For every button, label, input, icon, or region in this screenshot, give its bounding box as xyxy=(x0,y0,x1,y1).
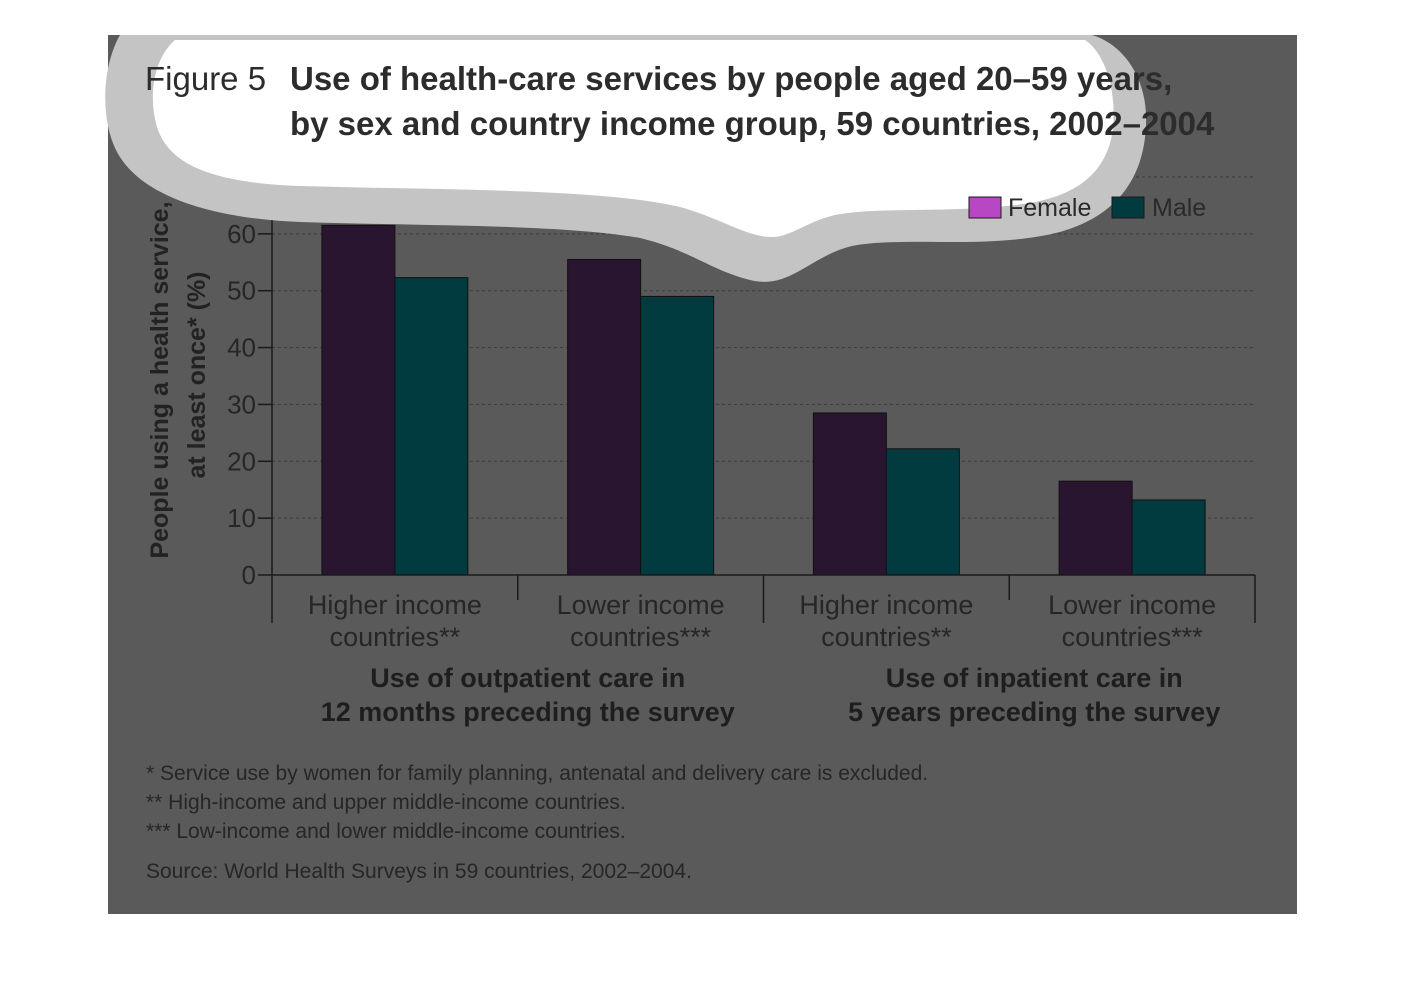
bar-female-1 xyxy=(567,258,642,576)
y-axis-label-line1: People using a health service, xyxy=(146,201,174,558)
y-tick-label-50: 50 xyxy=(227,276,256,306)
y-tick-label-60: 60 xyxy=(227,219,256,249)
category-label-0-line2: countries** xyxy=(330,622,461,652)
overlay-blob-inner xyxy=(152,40,1114,238)
y-axis-label-line2: at least once* (%) xyxy=(183,271,211,478)
y-tick-label-30: 30 xyxy=(227,389,256,419)
y-tick-label-20: 20 xyxy=(227,446,256,476)
bar-female-2 xyxy=(812,412,887,576)
bar-male-2 xyxy=(885,448,960,576)
group-label-0-line2: 12 months preceding the survey xyxy=(321,697,735,727)
y-tick-label-40: 40 xyxy=(227,333,256,363)
category-label-1-line1: Lower income xyxy=(557,590,725,620)
legend-male-swatch xyxy=(1111,196,1145,219)
footnote-2: ** High-income and upper middle-income c… xyxy=(146,791,626,814)
figure-title-line2: by sex and country income group, 59 coun… xyxy=(290,105,1215,142)
category-label-2-line1: Higher income xyxy=(799,590,973,620)
axes xyxy=(258,176,1256,623)
bar-female-3 xyxy=(1058,480,1133,576)
category-label-3-line2: countries*** xyxy=(1062,622,1204,652)
legend-female-swatch xyxy=(968,196,1002,219)
y-tick-label-10: 10 xyxy=(227,503,256,533)
category-label-2-line2: countries** xyxy=(821,622,952,652)
group-labels: Use of outpatient care in 12 months prece… xyxy=(321,663,1221,727)
legend: Female Male xyxy=(968,194,1206,222)
legend-female-label: Female xyxy=(1008,194,1091,222)
legend-male-label: Male xyxy=(1152,194,1206,222)
bar-male-1 xyxy=(640,295,715,576)
group-label-1-line2: 5 years preceding the survey xyxy=(848,697,1220,727)
y-tick-label-0: 0 xyxy=(242,560,256,590)
footnote-3: *** Low-income and lower middle-income c… xyxy=(146,820,626,843)
footnote-1: * Service use by women for family planni… xyxy=(146,762,928,785)
source-note: Source: World Health Surveys in 59 count… xyxy=(146,860,692,883)
bar-male-3 xyxy=(1131,499,1206,576)
bar-male-0 xyxy=(394,277,469,576)
category-label-0-line1: Higher income xyxy=(308,590,482,620)
group-label-1-line1: Use of inpatient care in xyxy=(886,663,1183,693)
category-label-3-line1: Lower income xyxy=(1048,590,1216,620)
group-label-0-line1: Use of outpatient care in xyxy=(370,663,685,693)
figure-title-line1: Use of health-care services by people ag… xyxy=(290,60,1172,97)
category-label-1-line2: countries*** xyxy=(570,622,712,652)
bars xyxy=(321,224,1206,576)
figure-label: Figure 5 xyxy=(145,60,266,97)
bar-female-0 xyxy=(321,224,396,576)
